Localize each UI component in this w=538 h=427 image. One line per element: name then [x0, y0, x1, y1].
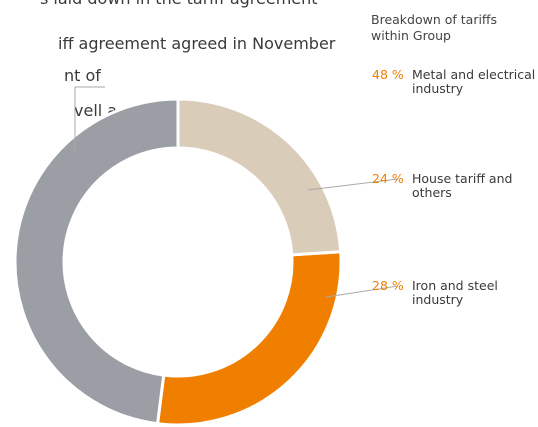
legend-entry: 24 % House tariff and others: [372, 172, 538, 200]
donut-slice: [176, 97, 343, 257]
category-label: Iron and steel industry: [412, 278, 498, 307]
body-text: iff agreement agreed in November: [58, 34, 336, 53]
category-label: Metal and electrical industry: [412, 67, 536, 96]
chart-title: Breakdown of tariffs: [371, 12, 498, 27]
leader-line: [307, 178, 399, 191]
body-text: s laid down in the tariff agreement: [40, 0, 318, 8]
legend-entry: 28 % Iron and steel industry: [372, 279, 538, 307]
chart-title: within Group: [371, 28, 451, 43]
donut-slice: [155, 250, 343, 427]
value-label: 48 %: [372, 67, 404, 82]
leader-line: [325, 285, 399, 298]
leader-line: [74, 86, 105, 150]
value-label: 28 %: [372, 278, 404, 293]
category-label: House tariff and others: [412, 171, 513, 200]
donut-slice: [13, 97, 180, 426]
value-label: 24 %: [372, 171, 404, 186]
legend-entry: 48 % Metal and electrical industry: [372, 68, 538, 96]
body-text: nt of: [64, 66, 101, 85]
